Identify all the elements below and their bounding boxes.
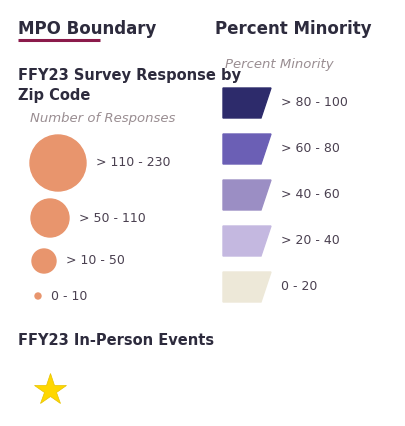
- Text: 0 - 10: 0 - 10: [51, 290, 87, 302]
- Text: FFY23 In-Person Events: FFY23 In-Person Events: [18, 333, 214, 348]
- Text: > 60 - 80: > 60 - 80: [281, 143, 340, 155]
- Text: > 50 - 110: > 50 - 110: [79, 211, 146, 225]
- Text: > 40 - 60: > 40 - 60: [281, 188, 340, 201]
- Text: 0 - 20: 0 - 20: [281, 280, 318, 294]
- Polygon shape: [223, 88, 271, 118]
- Text: > 10 - 50: > 10 - 50: [66, 254, 125, 268]
- Circle shape: [35, 293, 41, 299]
- Text: > 80 - 100: > 80 - 100: [281, 97, 348, 109]
- Text: Number of Responses: Number of Responses: [30, 112, 175, 125]
- Text: MPO Boundary: MPO Boundary: [18, 20, 156, 38]
- Text: > 110 - 230: > 110 - 230: [96, 156, 171, 170]
- Text: Percent Minority: Percent Minority: [225, 58, 334, 71]
- Circle shape: [31, 199, 69, 237]
- Polygon shape: [223, 134, 271, 164]
- Text: FFY23 Survey Response by
Zip Code: FFY23 Survey Response by Zip Code: [18, 68, 241, 103]
- Text: Percent Minority: Percent Minority: [215, 20, 372, 38]
- Polygon shape: [223, 180, 271, 210]
- Polygon shape: [223, 272, 271, 302]
- Circle shape: [30, 135, 86, 191]
- Circle shape: [32, 249, 56, 273]
- Text: > 20 - 40: > 20 - 40: [281, 234, 340, 248]
- Polygon shape: [223, 226, 271, 256]
